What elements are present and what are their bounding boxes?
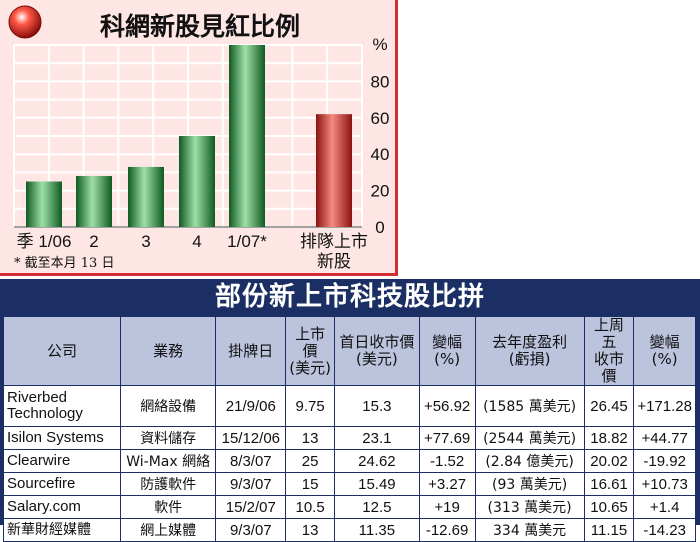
y-tick-label: 0 xyxy=(375,218,384,237)
table-cell: 15 xyxy=(285,472,336,496)
table-cell: Sourcefire xyxy=(3,472,121,496)
table-cell: 11.35 xyxy=(334,518,420,542)
red-ball-icon xyxy=(8,5,42,39)
bar xyxy=(26,181,62,227)
table-header-cell: 上周五 收市價 xyxy=(583,316,635,386)
y-tick-label: 60 xyxy=(371,109,390,128)
table-cell: Riverbed Technology xyxy=(3,385,121,427)
y-tick-label: 40 xyxy=(371,145,390,164)
table-cell: +3.27 xyxy=(418,472,476,496)
table-cell: (93 萬美元) xyxy=(474,472,585,496)
bar xyxy=(229,45,265,227)
table-cell: +1.4 xyxy=(633,495,696,519)
table-cell: 15/12/06 xyxy=(215,426,287,450)
table-cell: 25 xyxy=(285,449,336,473)
table-header-cell: 變幅 (%) xyxy=(418,316,476,386)
x-axis-ticks: 季 1/06 2 3 4 1/07* 排隊上市新股 xyxy=(17,232,368,271)
table-title: 部份新上市科技股比拼 xyxy=(214,282,485,312)
table-cell: 9/3/07 xyxy=(215,518,287,542)
table-cell: Isilon Systems xyxy=(3,426,121,450)
table-cell: 9.75 xyxy=(285,385,336,427)
table-cell: 8/3/07 xyxy=(215,449,287,473)
table-row: Salary.com 軟件 15/2/07 10.5 12.5 +19 (313 萬美元) 1… xyxy=(3,495,696,519)
table-cell: 13 xyxy=(285,518,336,542)
y-tick-label: 20 xyxy=(371,182,390,201)
table-header-cell: 業務 xyxy=(119,316,217,386)
x-tick-label: 2 xyxy=(89,232,98,251)
chart-panel: 科網新股見紅比例 0 20 40 60 80 季 1/06 2 3 4 1/07* 排隊上市新股 … xyxy=(0,0,398,276)
table-cell: 10.5 xyxy=(285,495,336,519)
table-cell: 資料儲存 xyxy=(119,426,217,450)
stock-comparison-table: 公司 業務 掛牌日 上市價 (美元) 首日收市價 (美元) 變幅 (%) 去年度盈利 (虧損) 上周五… xyxy=(3,316,696,542)
table-panel: 部份新上市科技股比拼 公司 業務 掛牌日 上市價 (美元) 首日收市價 (美元) 變幅 (%) 去… xyxy=(0,279,700,542)
x-tick-label: 4 xyxy=(192,232,201,251)
table-cell: +77.69 xyxy=(418,426,476,450)
table-cell: -14.23 xyxy=(633,518,696,542)
plot-bars xyxy=(26,45,352,227)
table-cell: 24.62 xyxy=(334,449,420,473)
bar xyxy=(128,166,164,227)
bar xyxy=(316,114,352,227)
table-cell: 16.61 xyxy=(583,472,635,496)
table-cell: -19.92 xyxy=(633,449,696,473)
bar xyxy=(76,176,112,227)
table-cell: +10.73 xyxy=(633,472,696,496)
table-header-cell: 首日收市價 (美元) xyxy=(334,316,420,386)
bar xyxy=(179,136,215,227)
table-cell: 20.02 xyxy=(583,449,635,473)
y-axis-ticks: 0 20 40 60 80 xyxy=(371,72,390,237)
table-cell: 18.82 xyxy=(583,426,635,450)
table-header-cell: 上市價 (美元) xyxy=(285,316,336,386)
x-tick-label: 排隊上市新股 xyxy=(300,232,368,271)
table-cell: 15.3 xyxy=(334,385,420,427)
table-cell: 軟件 xyxy=(119,495,217,519)
table-header-row: 公司 業務 掛牌日 上市價 (美元) 首日收市價 (美元) 變幅 (%) 去年度盈利 (虧損) 上周五… xyxy=(3,316,696,386)
x-tick-label: 季 1/06 xyxy=(17,232,72,251)
table-header-cell: 掛牌日 xyxy=(215,316,287,386)
table-cell: +171.28 xyxy=(633,385,696,427)
table-cell: 15/2/07 xyxy=(215,495,287,519)
table-cell: 9/3/07 xyxy=(215,472,287,496)
table-cell: 11.15 xyxy=(583,518,635,542)
table-cell: (2.84 億美元) xyxy=(474,449,585,473)
table-cell: 21/9/06 xyxy=(215,385,287,427)
table-cell: (1585 萬美元) xyxy=(474,385,585,427)
table-cell: 13 xyxy=(285,426,336,450)
table-row: 新華財經媒體 網上媒體 9/3/07 13 11.35 -12.69 334 萬美元 11.1… xyxy=(3,518,696,542)
table-row: Isilon Systems 資料儲存 15/12/06 13 23.1 +77.69 (2… xyxy=(3,426,696,450)
table-cell: 334 萬美元 xyxy=(474,518,585,542)
table-cell: -1.52 xyxy=(418,449,476,473)
table-cell: (313 萬美元) xyxy=(474,495,585,519)
table-cell: 12.5 xyxy=(334,495,420,519)
table-cell: -12.69 xyxy=(418,518,476,542)
table-row: Riverbed Technology 網絡設備 21/9/06 9.75 15.3 +56… xyxy=(3,385,696,427)
table-cell: 10.65 xyxy=(583,495,635,519)
table-cell: Salary.com xyxy=(3,495,121,519)
table-row: Clearwire Wi-Max 網絡 8/3/07 25 24.62 -1.52 (2.8… xyxy=(3,449,696,473)
table-cell: 網上媒體 xyxy=(119,518,217,542)
table-cell: 26.45 xyxy=(583,385,635,427)
table-cell: Wi-Max 網絡 xyxy=(119,449,217,473)
chart-title: 科網新股見紅比例 xyxy=(100,12,300,41)
x-tick-label: 1/07* xyxy=(227,232,267,251)
table-header-cell: 去年度盈利 (虧損) xyxy=(474,316,585,386)
table-cell: +19 xyxy=(418,495,476,519)
table-cell: 15.49 xyxy=(334,472,420,496)
table-header-cell: 公司 xyxy=(3,316,121,386)
table-cell: Clearwire xyxy=(3,449,121,473)
table-row: Sourcefire 防護軟件 9/3/07 15 15.49 +3.27 (93 萬美元)… xyxy=(3,472,696,496)
y-tick-label: 80 xyxy=(371,72,390,91)
table-cell: 23.1 xyxy=(334,426,420,450)
table-cell: +44.77 xyxy=(633,426,696,450)
table-cell: +56.92 xyxy=(418,385,476,427)
y-axis-unit: % xyxy=(372,35,387,54)
table-header-cell: 變幅 (%) xyxy=(633,316,696,386)
chart-footnote: * 截至本月 13 日 xyxy=(14,256,114,271)
table-cell: 網絡設備 xyxy=(119,385,217,427)
x-tick-label: 3 xyxy=(141,232,150,251)
table-cell: (2544 萬美元) xyxy=(474,426,585,450)
table-cell: 防護軟件 xyxy=(119,472,217,496)
table-cell: 新華財經媒體 xyxy=(3,518,121,542)
